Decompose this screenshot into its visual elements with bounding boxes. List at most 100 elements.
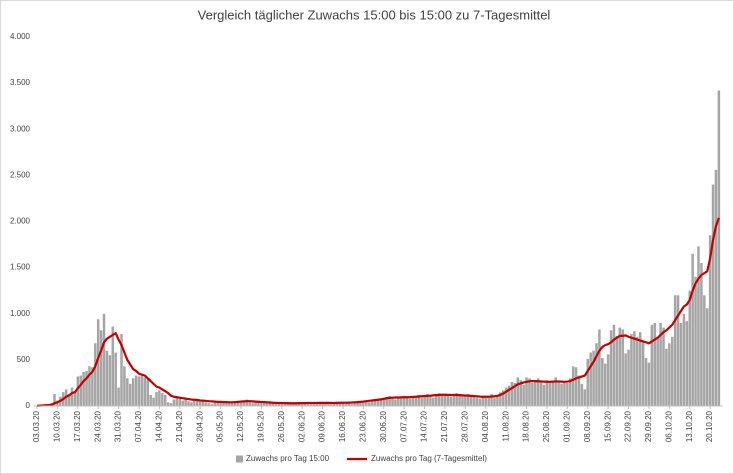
bar — [516, 377, 520, 406]
bar — [595, 343, 598, 406]
bar — [53, 394, 56, 406]
bar — [193, 399, 196, 406]
bar — [586, 358, 589, 406]
bar — [499, 392, 502, 406]
bar — [228, 403, 231, 406]
bar — [615, 335, 619, 406]
bar — [534, 380, 537, 406]
bar — [507, 385, 511, 406]
bar — [359, 402, 362, 406]
bar — [542, 384, 546, 406]
bar — [163, 394, 167, 406]
bar — [496, 395, 499, 406]
bar — [251, 403, 254, 406]
bar — [551, 382, 555, 406]
bar — [557, 381, 560, 406]
bar — [644, 358, 648, 406]
bar — [382, 397, 386, 406]
bar — [405, 396, 409, 406]
bar — [411, 397, 415, 406]
x-tick-label: 19.05.20 — [256, 410, 265, 442]
bar — [169, 403, 173, 406]
x-tick-label: 03.03.20 — [32, 410, 41, 442]
bar — [697, 246, 700, 406]
bar — [149, 394, 152, 406]
bar — [671, 336, 674, 406]
x-tick-label: 02.06.20 — [297, 410, 306, 442]
bar — [236, 401, 240, 406]
x-tick-label: 07.04.20 — [134, 410, 143, 442]
bar — [303, 403, 307, 406]
bar — [108, 355, 112, 406]
y-tick-label: 3.500 — [10, 78, 31, 87]
y-tick-label: 1.500 — [10, 263, 31, 272]
bar — [394, 399, 397, 406]
bar — [598, 329, 601, 406]
bar — [137, 376, 141, 406]
bar — [705, 308, 709, 406]
x-tick-label: 26.05.20 — [277, 410, 286, 442]
x-tick-label: 09.06.20 — [318, 410, 327, 442]
bar — [128, 383, 132, 406]
bar — [298, 403, 301, 406]
bar — [665, 348, 668, 406]
line — [36, 217, 720, 407]
bar — [630, 334, 633, 406]
bar — [254, 401, 257, 406]
bar — [566, 382, 569, 406]
bar — [190, 402, 193, 406]
bar — [714, 169, 718, 406]
bar — [668, 343, 671, 406]
bar — [187, 401, 190, 406]
bar — [222, 401, 225, 406]
bar — [531, 382, 534, 406]
bar — [636, 336, 639, 406]
bar — [700, 263, 703, 406]
bar — [606, 354, 610, 406]
bar — [554, 377, 557, 406]
bar — [143, 377, 147, 406]
bar — [330, 404, 333, 406]
bar — [385, 396, 388, 406]
bar — [478, 398, 482, 406]
bar — [277, 403, 281, 406]
bar — [248, 402, 251, 406]
bar — [490, 394, 493, 406]
bar — [318, 403, 321, 406]
bar — [638, 332, 642, 406]
bar — [676, 295, 680, 406]
bar — [306, 402, 310, 406]
bar — [196, 400, 199, 406]
bar — [423, 396, 426, 406]
bar — [461, 395, 464, 406]
x-tick-label: 14.04.20 — [154, 410, 163, 442]
bar — [207, 403, 211, 406]
bar — [117, 387, 120, 406]
bar — [283, 403, 286, 406]
x-tick-label: 31.03.20 — [114, 410, 123, 442]
x-tick-label: 28.07.20 — [460, 410, 469, 442]
bar — [484, 396, 488, 406]
bar — [621, 329, 624, 406]
bar — [493, 397, 496, 406]
bar — [708, 235, 712, 406]
bar — [309, 404, 313, 406]
bar — [402, 395, 406, 406]
bar — [324, 402, 327, 406]
bar — [519, 380, 522, 406]
bar — [711, 184, 715, 406]
bar — [257, 400, 260, 406]
bar — [464, 394, 467, 406]
bar — [577, 375, 581, 406]
bar — [300, 403, 304, 406]
bar — [79, 375, 82, 406]
bar — [650, 324, 654, 406]
x-tick-label: 21.04.20 — [175, 410, 184, 442]
bar — [647, 362, 651, 406]
bar — [88, 366, 91, 406]
bar — [335, 402, 339, 406]
bar — [161, 393, 164, 406]
x-tick-label: 29.09.20 — [644, 410, 653, 442]
x-tick-label: 17.03.20 — [73, 410, 82, 442]
bar — [362, 401, 365, 406]
